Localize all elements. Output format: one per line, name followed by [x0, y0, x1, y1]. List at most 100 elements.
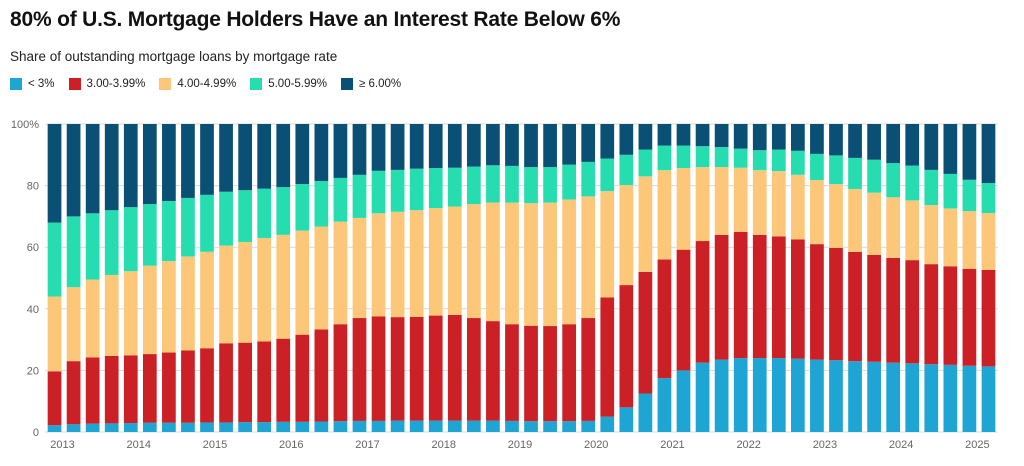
bar-stack [409, 124, 424, 432]
bar-stack [905, 124, 920, 432]
bar-segment [810, 180, 824, 245]
bar-stack [810, 124, 824, 432]
legend-item-3: 5.00-5.99% [250, 78, 327, 90]
bar-stack [524, 124, 538, 432]
bar-segment [466, 166, 481, 205]
bar-segment [162, 124, 176, 201]
bar-segment [85, 423, 100, 432]
bar-segment [981, 213, 996, 270]
bar-segment [85, 213, 100, 280]
bar-segment [390, 211, 405, 318]
bars [47, 124, 996, 432]
bar-segment [219, 343, 233, 423]
bar-segment [733, 358, 748, 432]
legend-item-1: 3.00-3.99% [68, 78, 145, 90]
bar-segment [123, 423, 138, 432]
y-tick-label: 20 [27, 365, 39, 377]
bar-stack [486, 124, 500, 432]
bar-segment [829, 124, 843, 156]
bar-segment [104, 124, 119, 211]
bar-segment [695, 124, 710, 147]
bar-segment [314, 329, 329, 422]
bar-segment [752, 358, 767, 432]
bar-stack [733, 124, 748, 432]
bar-stack [543, 124, 557, 432]
x-tick-label: 2018 [431, 439, 455, 451]
bar-segment [66, 361, 81, 425]
bar-segment [829, 360, 843, 432]
bar-segment [371, 170, 386, 214]
bar-segment [409, 210, 424, 317]
y-axis-labels: 0 20 40 60 80 100% [11, 119, 39, 439]
bar-segment [409, 124, 424, 169]
bar-segment [447, 124, 462, 168]
bar-segment [752, 170, 767, 235]
bar-segment [771, 124, 786, 150]
bar-segment [619, 407, 634, 432]
bar-segment [486, 321, 500, 421]
bar-segment [676, 124, 691, 146]
bar-segment [752, 124, 767, 151]
bar-segment [981, 269, 996, 367]
bar-segment [390, 317, 405, 421]
bar-segment [905, 260, 920, 364]
bar-segment [791, 358, 805, 432]
bar-segment [943, 124, 958, 174]
x-tick-label: 2021 [660, 439, 684, 451]
bar-segment [733, 124, 748, 149]
bar-segment [676, 168, 691, 250]
bar-stack [505, 124, 519, 432]
bar-segment [619, 124, 634, 155]
bar-segment [66, 216, 81, 288]
bar-segment [829, 155, 843, 185]
bar-segment [447, 167, 462, 207]
bar-stack [867, 124, 881, 432]
bar-segment [200, 422, 214, 432]
bar-segment [733, 231, 748, 359]
bar-stack [162, 124, 176, 432]
bar-segment [428, 315, 443, 421]
bar-stack [142, 124, 157, 432]
bar-segment [943, 266, 958, 365]
bar-segment [371, 420, 386, 432]
bar-segment [181, 256, 195, 351]
bar-stack [886, 124, 901, 432]
bar-segment [447, 206, 462, 315]
bar-segment [238, 342, 252, 423]
bar-segment [466, 318, 481, 421]
bar-segment [257, 422, 272, 432]
bar-segment [962, 179, 977, 212]
bar-segment [543, 421, 557, 432]
bar-segment [466, 420, 481, 432]
legend-label: 4.00-4.99% [177, 78, 237, 90]
bar-segment [486, 124, 500, 166]
bar-segment [200, 348, 214, 423]
bar-segment [333, 421, 348, 432]
bar-segment [276, 421, 291, 432]
bar-segment [142, 265, 157, 355]
bar-segment [428, 420, 443, 432]
bar-segment [600, 416, 615, 432]
bar-segment [771, 171, 786, 237]
bar-segment [810, 153, 824, 181]
bar-segment [47, 425, 62, 432]
bar-segment [142, 354, 157, 423]
bar-segment [943, 208, 958, 267]
bar-segment [886, 257, 901, 363]
bar-segment [314, 421, 329, 432]
bar-segment [295, 184, 310, 231]
legend-swatch [159, 78, 172, 90]
bar-segment [962, 124, 977, 180]
bar-stack [562, 124, 577, 432]
bar-segment [123, 124, 138, 208]
bar-segment [314, 180, 329, 227]
bar-segment [810, 124, 824, 154]
legend-swatch [68, 78, 81, 90]
bar-stack [295, 124, 310, 432]
bar-segment [733, 148, 748, 168]
bar-segment [181, 197, 195, 257]
bar-segment [142, 422, 157, 432]
y-tick-label: 40 [27, 304, 39, 316]
bar-segment [886, 124, 901, 164]
